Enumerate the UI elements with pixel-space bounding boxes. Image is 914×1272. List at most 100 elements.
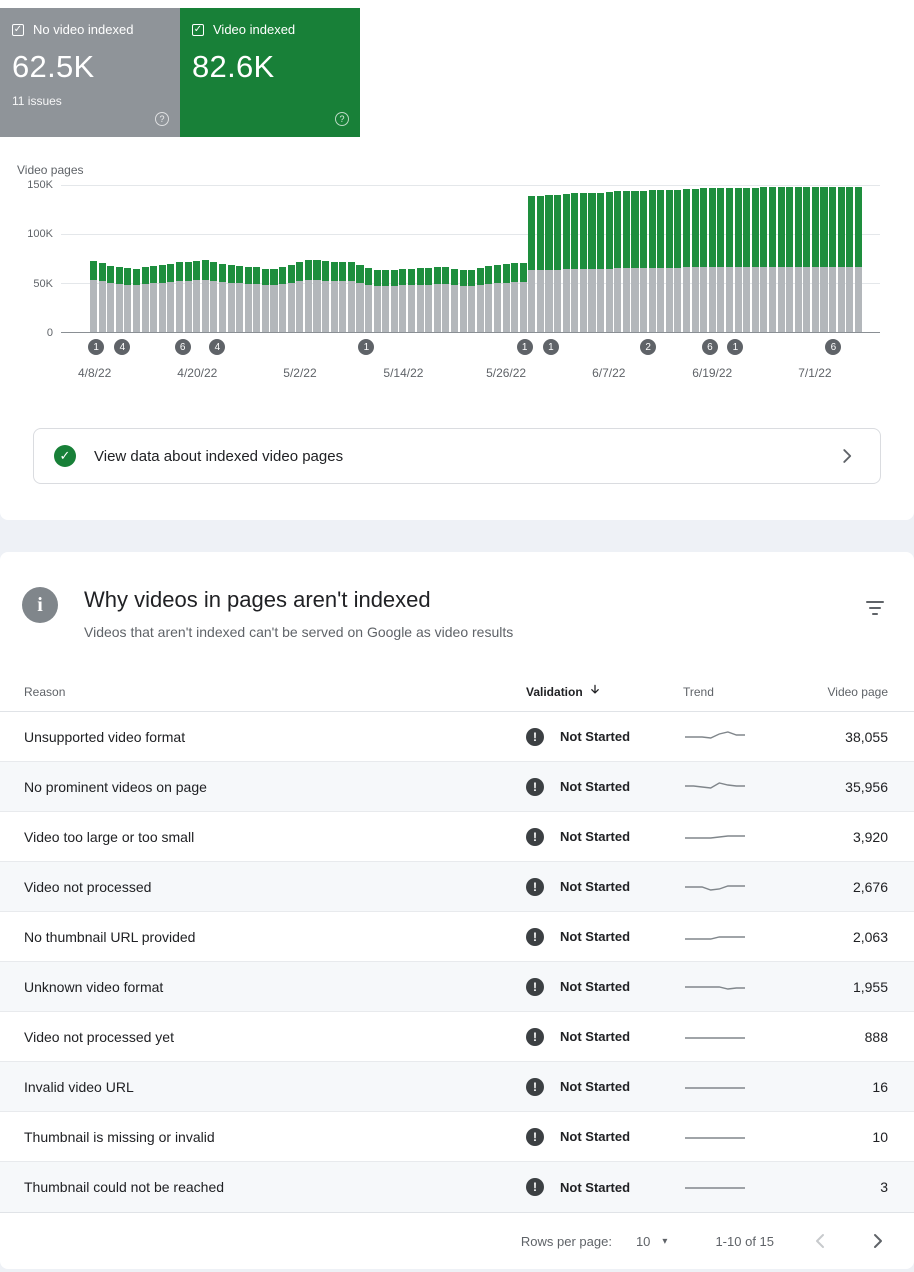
- rows-per-page-select[interactable]: 10 ▾: [636, 1234, 668, 1249]
- bar-segment-video-indexed: [562, 193, 570, 270]
- chart-bar: [854, 185, 862, 332]
- bar-segment-no-video-indexed: [528, 270, 536, 332]
- chart-annotation-marker[interactable]: 1: [542, 339, 559, 355]
- help-icon[interactable]: ?: [335, 112, 349, 126]
- issue-row[interactable]: Video too large or too small! Not Started…: [0, 812, 914, 862]
- issue-row[interactable]: Thumbnail is missing or invalid! Not Star…: [0, 1112, 914, 1162]
- chart-bar: [571, 185, 579, 332]
- column-header-reason[interactable]: Reason: [24, 684, 66, 699]
- chart-bar: [597, 185, 605, 332]
- view-data-label: View data about indexed video pages: [94, 447, 344, 465]
- chart-annotation-marker[interactable]: 4: [209, 339, 226, 355]
- bar-segment-no-video-indexed: [562, 269, 570, 332]
- issue-trend: [683, 727, 813, 747]
- x-axis-label: 4/20/22: [177, 366, 218, 380]
- bar-segment-video-indexed: [227, 265, 235, 283]
- issue-video-page-count: 2,063: [852, 928, 888, 945]
- issue-row[interactable]: Unsupported video format! Not Started 38,0…: [0, 712, 914, 762]
- bar-segment-video-indexed: [210, 262, 218, 282]
- bar-segment-no-video-indexed: [579, 269, 587, 332]
- bar-segment-video-indexed: [244, 267, 252, 284]
- bar-segment-video-indexed: [416, 268, 424, 285]
- chart-bar: [579, 185, 587, 332]
- bar-segment-video-indexed: [682, 188, 691, 268]
- check-circle-icon: ✓: [54, 445, 76, 467]
- chart-bar: [382, 185, 390, 332]
- view-indexed-data-row[interactable]: ✓ View data about indexed video pages: [33, 428, 881, 484]
- chart-annotation-marker[interactable]: 4: [114, 339, 131, 355]
- issue-row[interactable]: Unknown video format! Not Started 1,955: [0, 962, 914, 1012]
- chart-bar: [511, 185, 519, 332]
- issue-row[interactable]: Invalid video URL! Not Started 16: [0, 1062, 914, 1112]
- chart-annotation-marker[interactable]: 1: [516, 339, 533, 355]
- bar-segment-no-video-indexed: [433, 283, 441, 332]
- issue-row[interactable]: No prominent videos on page! Not Started 3…: [0, 762, 914, 812]
- bar-segment-video-indexed: [141, 267, 149, 284]
- trend-sparkline: [685, 1036, 745, 1039]
- chart-bar: [373, 185, 381, 332]
- info-icon: i: [22, 587, 58, 623]
- summary-stat-row: ✓ No video indexed 62.5K 11 issues ? ✓ V…: [0, 0, 914, 137]
- issue-reason: Unsupported video format: [24, 728, 186, 745]
- bar-segment-no-video-indexed: [261, 284, 269, 332]
- chart-bar: [261, 185, 269, 332]
- issues-table-body: Unsupported video format! Not Started 38,0…: [0, 712, 914, 1212]
- filter-icon[interactable]: [860, 595, 890, 621]
- chart-annotation-marker[interactable]: 6: [701, 339, 718, 355]
- help-icon[interactable]: ?: [155, 112, 169, 126]
- bar-segment-no-video-indexed: [665, 268, 673, 332]
- chart-bar: [734, 185, 742, 332]
- bar-segment-no-video-indexed: [425, 284, 433, 332]
- column-header-trend[interactable]: Trend: [683, 684, 714, 699]
- stat-card-checkline: ✓ Video indexed: [192, 22, 348, 37]
- issue-row[interactable]: Video not processed! Not Started 2,676: [0, 862, 914, 912]
- issue-validation: ! Not Started: [526, 1077, 683, 1096]
- bar-segment-no-video-indexed: [691, 267, 699, 332]
- chart-bar: [528, 185, 536, 332]
- bar-segment-no-video-indexed: [322, 281, 330, 332]
- bar-segment-video-indexed: [373, 270, 381, 286]
- issue-row[interactable]: Video not processed yet! Not Started 888: [0, 1012, 914, 1062]
- chart-annotation-marker[interactable]: 1: [358, 339, 375, 355]
- bar-segment-video-indexed: [365, 268, 373, 285]
- column-header-video-page[interactable]: Video page: [827, 684, 888, 699]
- stat-card-no-video-indexed[interactable]: ✓ No video indexed 62.5K 11 issues ?: [0, 8, 180, 137]
- bar-segment-video-indexed: [554, 194, 562, 271]
- chart-bar: [768, 185, 776, 332]
- chart-annotation-marker[interactable]: 6: [825, 339, 842, 355]
- issue-row[interactable]: Thumbnail could not be reached! Not Start…: [0, 1162, 914, 1212]
- issues-table-header: Reason Validation Trend Video page: [0, 672, 914, 712]
- bar-segment-video-indexed: [356, 265, 364, 283]
- chart-annotation-marker[interactable]: 1: [727, 339, 744, 355]
- issue-reason: Video too large or too small: [24, 828, 195, 845]
- column-header-validation[interactable]: Validation: [526, 683, 683, 700]
- next-page-button[interactable]: [866, 1229, 890, 1253]
- checkbox-checked-icon[interactable]: ✓: [12, 23, 24, 36]
- chart-bar: [485, 185, 493, 332]
- bar-segment-no-video-indexed: [107, 283, 115, 332]
- bar-segment-video-indexed: [442, 267, 450, 284]
- chart-bar: [365, 185, 373, 332]
- checkbox-checked-icon[interactable]: ✓: [192, 23, 204, 36]
- chart-bar: [691, 185, 699, 332]
- chart-bar: [708, 185, 716, 332]
- chart-annotation-marker[interactable]: 2: [640, 339, 657, 355]
- bar-segment-no-video-indexed: [640, 268, 648, 332]
- y-axis-label: 0: [46, 327, 53, 339]
- chart-bar: [657, 185, 665, 332]
- bar-segment-video-indexed: [485, 266, 493, 284]
- bar-segment-video-indexed: [691, 188, 699, 268]
- chart-bar: [407, 185, 416, 332]
- chart-annotation-marker[interactable]: 1: [88, 339, 105, 355]
- issue-row[interactable]: No thumbnail URL provided! Not Started 2,0…: [0, 912, 914, 962]
- issue-reason: Thumbnail could not be reached: [24, 1179, 225, 1195]
- chart-annotation-marker[interactable]: 6: [174, 339, 191, 355]
- issue-reason: No thumbnail URL provided: [24, 928, 196, 945]
- bar-segment-video-indexed: [614, 190, 622, 269]
- stat-card-video-indexed[interactable]: ✓ Video indexed 82.6K ?: [180, 8, 360, 137]
- bar-segment-no-video-indexed: [339, 281, 347, 332]
- trend-sparkline: [685, 884, 745, 891]
- previous-page-button[interactable]: [808, 1229, 832, 1253]
- not-started-icon: !: [526, 1027, 544, 1046]
